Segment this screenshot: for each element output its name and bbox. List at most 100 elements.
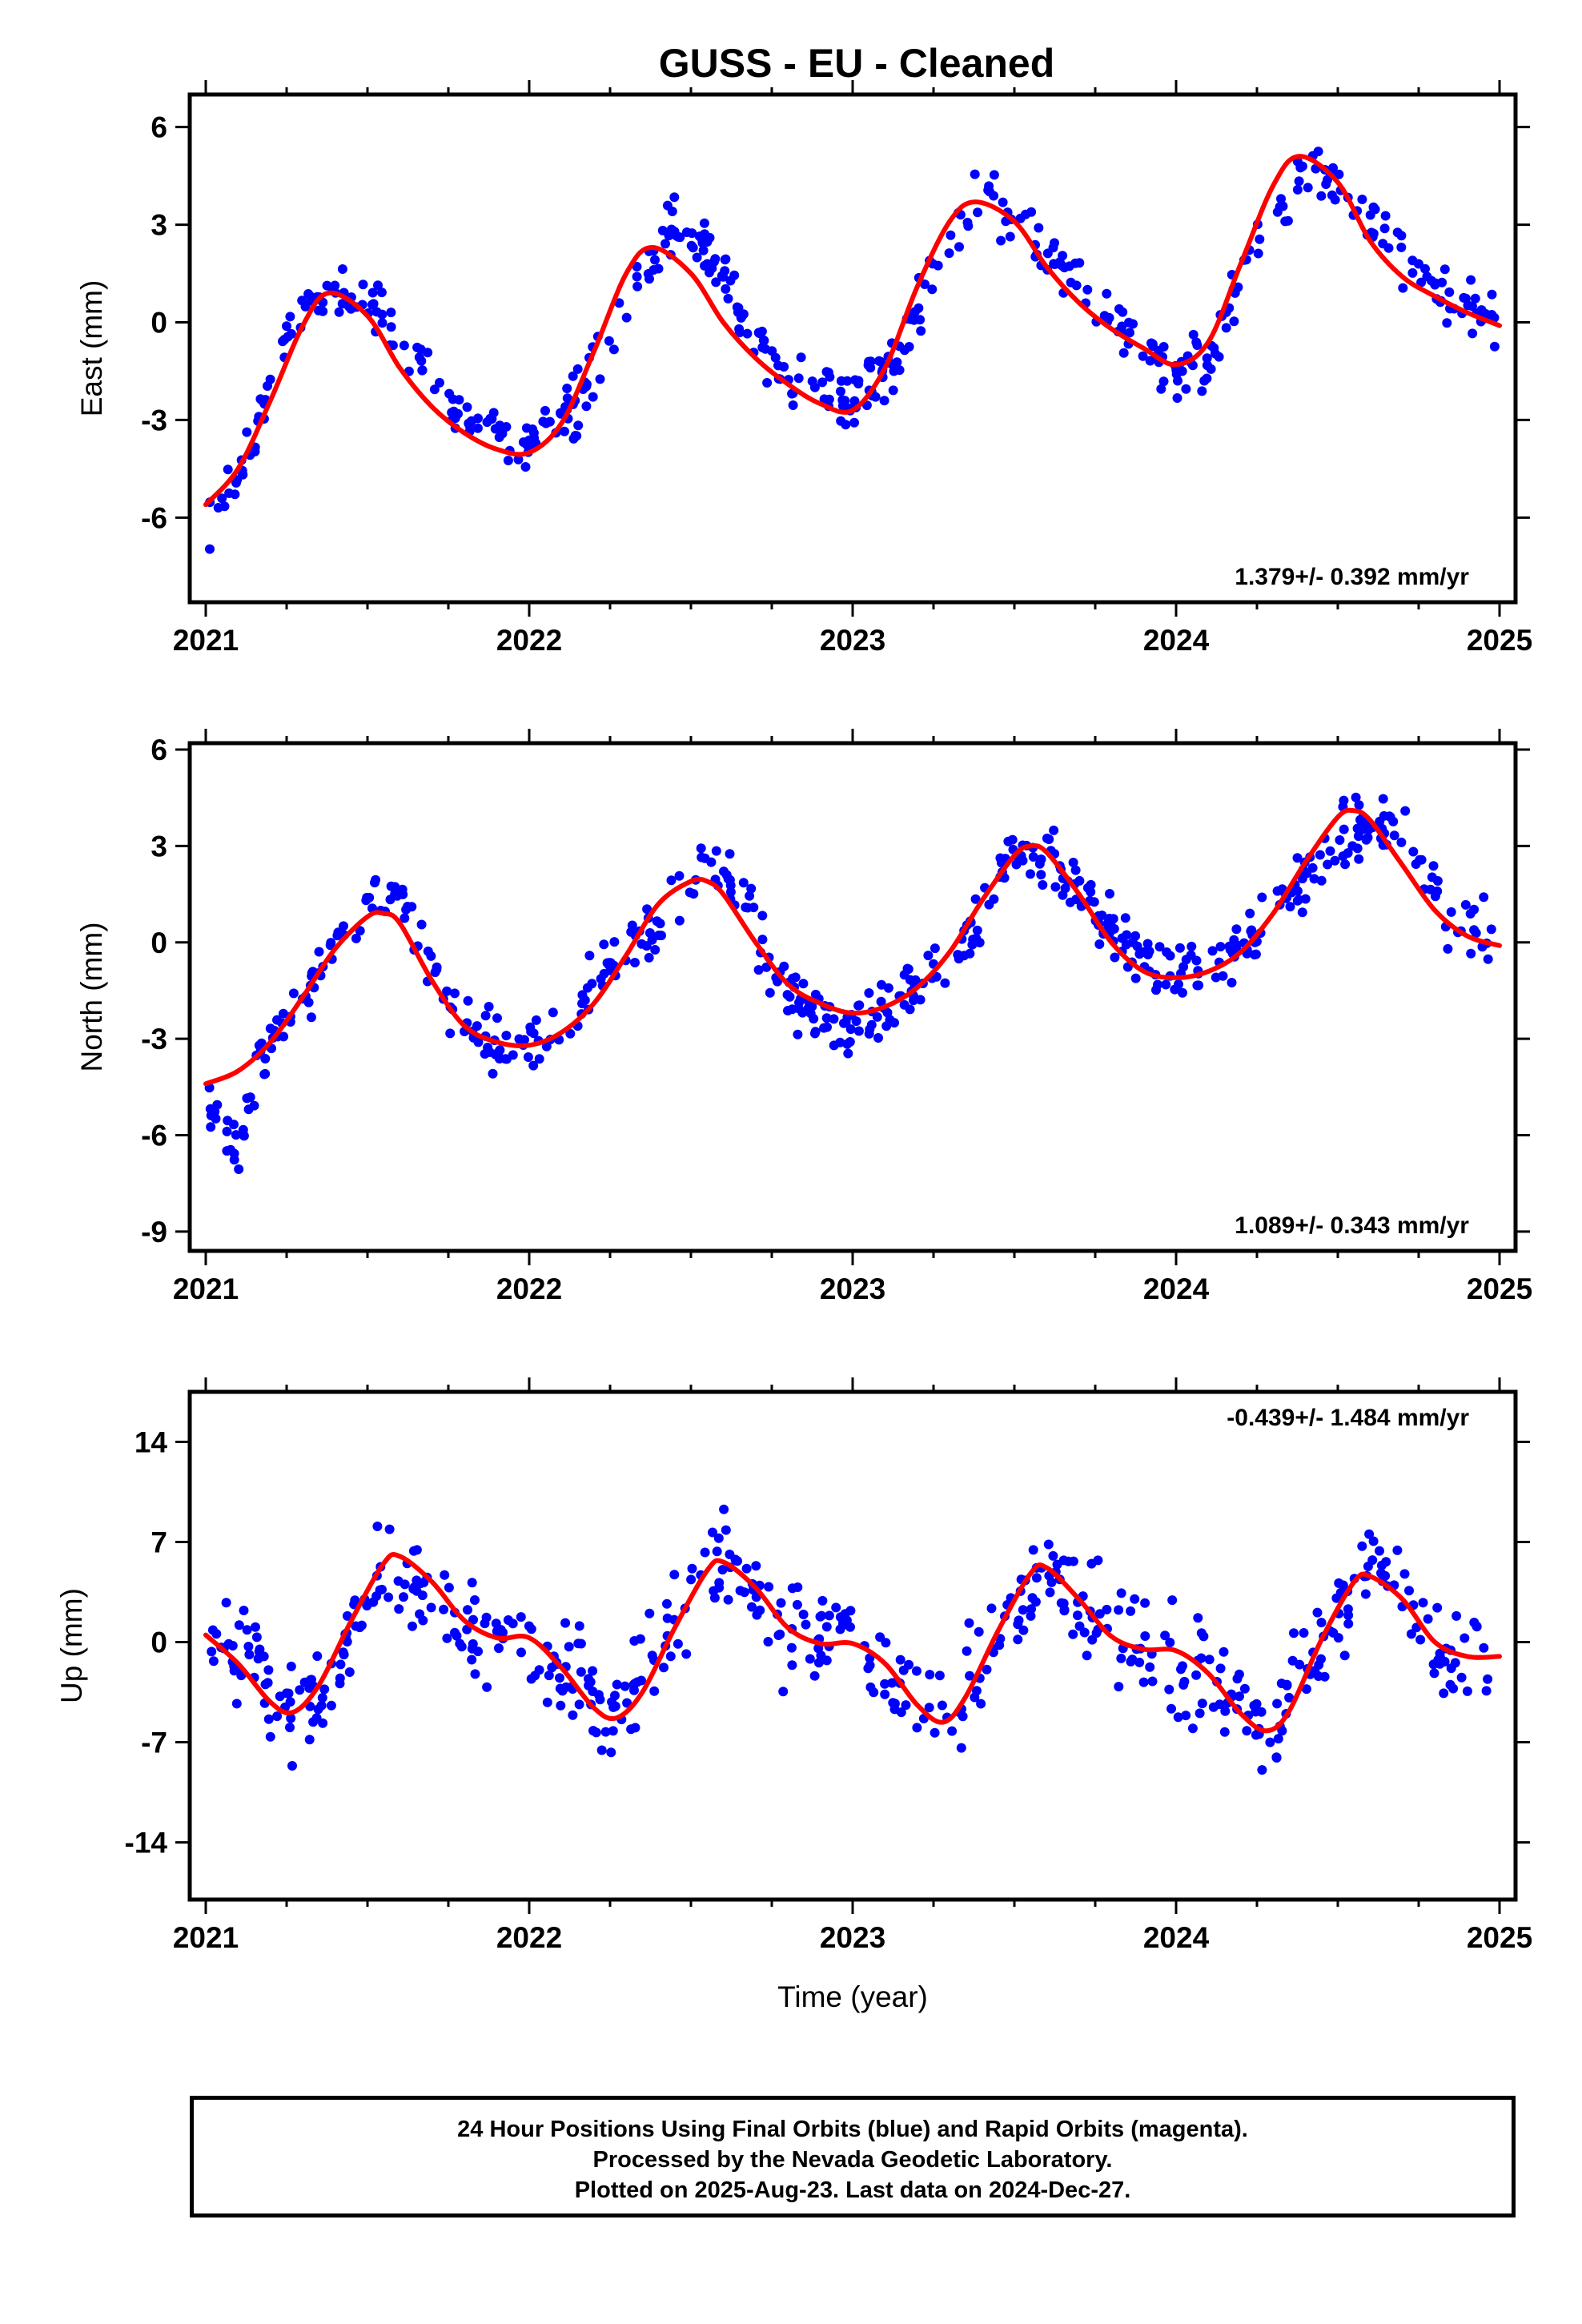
data-point: [817, 1610, 827, 1621]
data-point: [409, 1582, 420, 1593]
data-point: [696, 843, 706, 854]
x-tick-label: 2021: [173, 1273, 239, 1305]
data-point: [1375, 1546, 1384, 1556]
fit-curve: [203, 807, 1502, 1087]
data-point: [528, 1060, 539, 1071]
data-point: [1031, 1573, 1042, 1583]
data-point: [1215, 1663, 1226, 1674]
x-axis-label: Time (year): [777, 1980, 928, 2013]
data-point: [653, 263, 664, 274]
data-point: [630, 958, 640, 967]
data-point: [480, 1618, 490, 1629]
data-point: [1443, 943, 1453, 954]
data-point: [399, 1592, 408, 1602]
data-point: [530, 1671, 540, 1681]
data-point: [576, 1667, 586, 1677]
x-tick-label: 2023: [820, 624, 885, 657]
data-point: [915, 995, 926, 1005]
data-point: [574, 1621, 584, 1631]
data-point: [801, 1619, 811, 1630]
data-point: [1208, 1702, 1219, 1712]
data-point: [442, 986, 452, 996]
x-tick-label: 2023: [820, 1273, 885, 1305]
data-point: [741, 903, 751, 912]
data-point: [1215, 942, 1226, 952]
data-point: [873, 1033, 883, 1043]
x-tick-label: 2022: [496, 1273, 562, 1305]
data-point: [231, 1130, 241, 1140]
data-point: [793, 373, 804, 384]
data-point: [865, 356, 876, 367]
data-point: [1028, 1545, 1038, 1555]
data-point: [1196, 1653, 1207, 1663]
data-point: [805, 1008, 816, 1019]
data-point: [606, 1747, 616, 1758]
data-point: [1309, 874, 1319, 884]
data-point: [572, 431, 582, 441]
data-point: [723, 1594, 733, 1605]
data-point: [1265, 1737, 1275, 1747]
data-point: [1422, 271, 1432, 282]
data-point: [1452, 1610, 1462, 1621]
data-point: [556, 1700, 566, 1711]
data-point: [845, 1024, 856, 1035]
data-point: [600, 1727, 611, 1737]
data-point: [1302, 868, 1312, 879]
data-point: [319, 1684, 330, 1695]
data-point: [581, 379, 592, 389]
data-point: [1074, 1621, 1085, 1631]
data-point: [372, 1522, 383, 1531]
data-point: [1354, 800, 1364, 810]
data-point: [1283, 215, 1293, 226]
data-point: [1160, 1630, 1170, 1641]
data-point: [742, 328, 753, 339]
data-point: [1339, 824, 1349, 834]
data-point: [439, 1604, 449, 1614]
data-point: [314, 947, 324, 957]
data-point: [842, 376, 853, 386]
data-point: [1120, 913, 1130, 923]
data-point: [423, 348, 433, 358]
y-tick-label: 7: [151, 1526, 167, 1559]
data-point: [1415, 1634, 1426, 1645]
y-tick-label: -9: [141, 1216, 167, 1248]
data-point: [1130, 931, 1141, 941]
data-point: [339, 921, 348, 931]
data-point: [239, 1606, 249, 1615]
data-point: [376, 287, 387, 298]
data-point: [725, 275, 736, 286]
data-point: [596, 1745, 607, 1755]
data-point: [1276, 1679, 1287, 1689]
data-point: [1328, 163, 1338, 173]
data-point: [1232, 1674, 1243, 1684]
data-point: [1173, 376, 1182, 386]
x-tick-label: 2024: [1143, 1921, 1210, 1954]
data-point: [1471, 928, 1481, 939]
data-point: [644, 952, 654, 963]
data-point: [523, 1052, 533, 1062]
data-point: [1316, 1618, 1327, 1628]
data-point: [632, 281, 643, 292]
data-point: [394, 1604, 404, 1614]
data-point: [1102, 1604, 1112, 1614]
data-point: [1432, 876, 1443, 886]
data-point: [416, 356, 427, 366]
data-point: [940, 978, 950, 988]
data-point: [666, 875, 677, 886]
data-point: [1065, 897, 1075, 907]
data-point: [1114, 1605, 1124, 1615]
data-point: [1439, 1688, 1449, 1699]
data-point: [342, 1637, 352, 1647]
data-point: [787, 1660, 797, 1671]
data-point: [786, 1642, 797, 1653]
data-point: [636, 1675, 646, 1686]
data-point: [1368, 1536, 1379, 1546]
y-tick-label: -6: [141, 501, 167, 534]
data-point: [1396, 231, 1407, 241]
data-point: [934, 1671, 945, 1681]
data-point: [643, 269, 653, 279]
data-point: [488, 408, 499, 418]
data-point: [306, 1012, 316, 1023]
data-point: [231, 477, 241, 488]
data-point: [1428, 861, 1439, 871]
